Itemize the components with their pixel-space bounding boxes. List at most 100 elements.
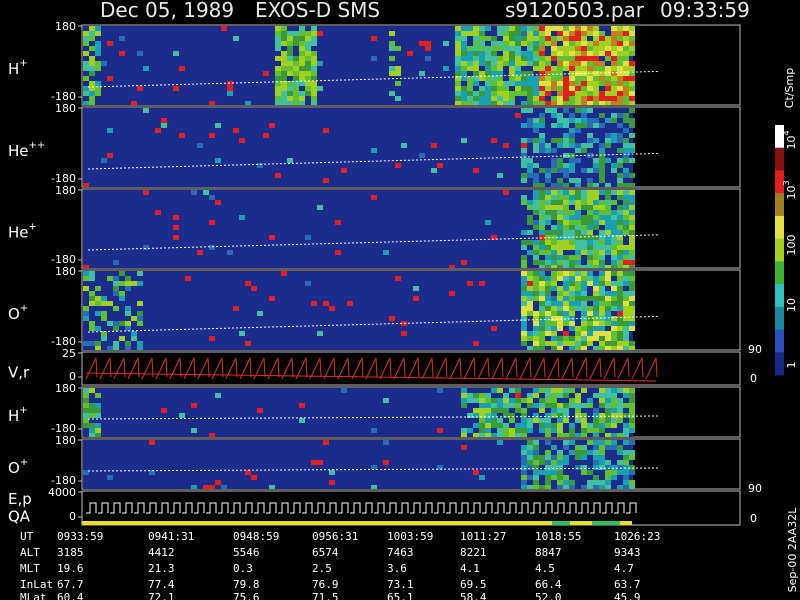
texture-cell [545, 56, 551, 61]
texture-cell [503, 398, 509, 403]
texture-cell [587, 178, 593, 183]
texture-cell [563, 66, 569, 71]
texture-cell [611, 316, 617, 321]
texture-cell [443, 66, 449, 71]
texture-cell [281, 31, 287, 36]
texture-cell [563, 76, 569, 81]
panel-label: E,p [8, 490, 32, 508]
texture-cell [605, 346, 611, 350]
texture-cell [479, 101, 485, 105]
texture-cell [545, 71, 551, 76]
texture-cell [305, 81, 311, 86]
texture-cell [401, 331, 407, 336]
colorbar-cell [775, 306, 784, 331]
texture-cell [581, 291, 587, 296]
staircase [338, 502, 349, 514]
texture-cell [533, 148, 539, 153]
texture-cell [617, 113, 623, 118]
texture-cell [629, 316, 635, 321]
texture-cell [605, 66, 611, 71]
texture-cell [599, 445, 605, 450]
texture-cell [557, 475, 563, 480]
texture-cell [533, 76, 539, 81]
texture-cell [527, 393, 533, 398]
texture-cell [479, 26, 485, 31]
texture-cell [575, 81, 581, 86]
texture-cell [593, 260, 599, 265]
texture-cell [563, 96, 569, 101]
texture-cell [521, 178, 527, 183]
texture-cell [551, 36, 557, 41]
texture-cell [533, 450, 539, 455]
table-cell: 6574 [312, 546, 339, 559]
texture-cell [455, 56, 461, 61]
texture-cell [581, 306, 587, 311]
texture-cell [281, 41, 287, 46]
texture-cell [611, 81, 617, 86]
texture-cell [563, 455, 569, 460]
panel-label-sup: + [20, 457, 28, 468]
staircase [230, 502, 241, 514]
texture-cell [275, 26, 281, 31]
texture-cell [539, 190, 545, 195]
texture-cell [569, 133, 575, 138]
panel-label-sup: + [29, 222, 37, 233]
texture-cell [95, 296, 101, 301]
texture-cell [83, 341, 89, 346]
texture-cell [275, 56, 281, 61]
texture-cell [509, 413, 515, 418]
texture-cell [581, 41, 587, 46]
texture-cell [551, 81, 557, 86]
texture-cell [467, 398, 473, 403]
texture-cell [629, 240, 635, 245]
texture-cell [557, 215, 563, 220]
texture-cell [551, 183, 557, 187]
texture-cell [281, 71, 287, 76]
texture-cell [263, 71, 269, 76]
staircase [266, 502, 277, 514]
sawtooth [631, 357, 644, 380]
texture-cell [557, 291, 563, 296]
texture-cell [515, 61, 521, 66]
texture-cell [563, 286, 569, 291]
texture-cell [545, 465, 551, 470]
texture-cell [545, 101, 551, 105]
texture-cell [491, 388, 497, 393]
y-tick-label: 180 [55, 382, 76, 395]
sawtooth [645, 357, 658, 380]
texture-cell [533, 346, 539, 350]
texture-cell [605, 281, 611, 286]
texture-cell [287, 81, 293, 86]
texture-cell [575, 36, 581, 41]
texture-cell [197, 250, 203, 255]
texture-cell [569, 56, 575, 61]
texture-cell [575, 118, 581, 123]
texture-cell [623, 168, 629, 173]
texture-cell [473, 71, 479, 76]
texture-cell [623, 153, 629, 158]
texture-cell [299, 61, 305, 66]
texture-cell [533, 245, 539, 250]
texture-cell [551, 210, 557, 215]
texture-cell [581, 168, 587, 173]
texture-cell [563, 480, 569, 485]
texture-cell [527, 220, 533, 225]
texture-cell [539, 276, 545, 281]
sawtooth [309, 357, 322, 380]
texture-cell [527, 440, 533, 445]
texture-cell [557, 413, 563, 418]
texture-cell [623, 276, 629, 281]
table-cell: 2.5 [312, 562, 332, 575]
texture-cell [521, 276, 527, 281]
texture-cell [479, 46, 485, 51]
staircase [446, 502, 457, 514]
texture-cell [521, 86, 527, 91]
texture-cell [533, 260, 539, 265]
texture-cell [599, 393, 605, 398]
texture-cell [617, 255, 623, 260]
staircase [458, 502, 469, 514]
texture-cell [275, 81, 281, 86]
texture-cell [581, 388, 587, 393]
texture-cell [389, 41, 395, 46]
texture-cell [593, 465, 599, 470]
